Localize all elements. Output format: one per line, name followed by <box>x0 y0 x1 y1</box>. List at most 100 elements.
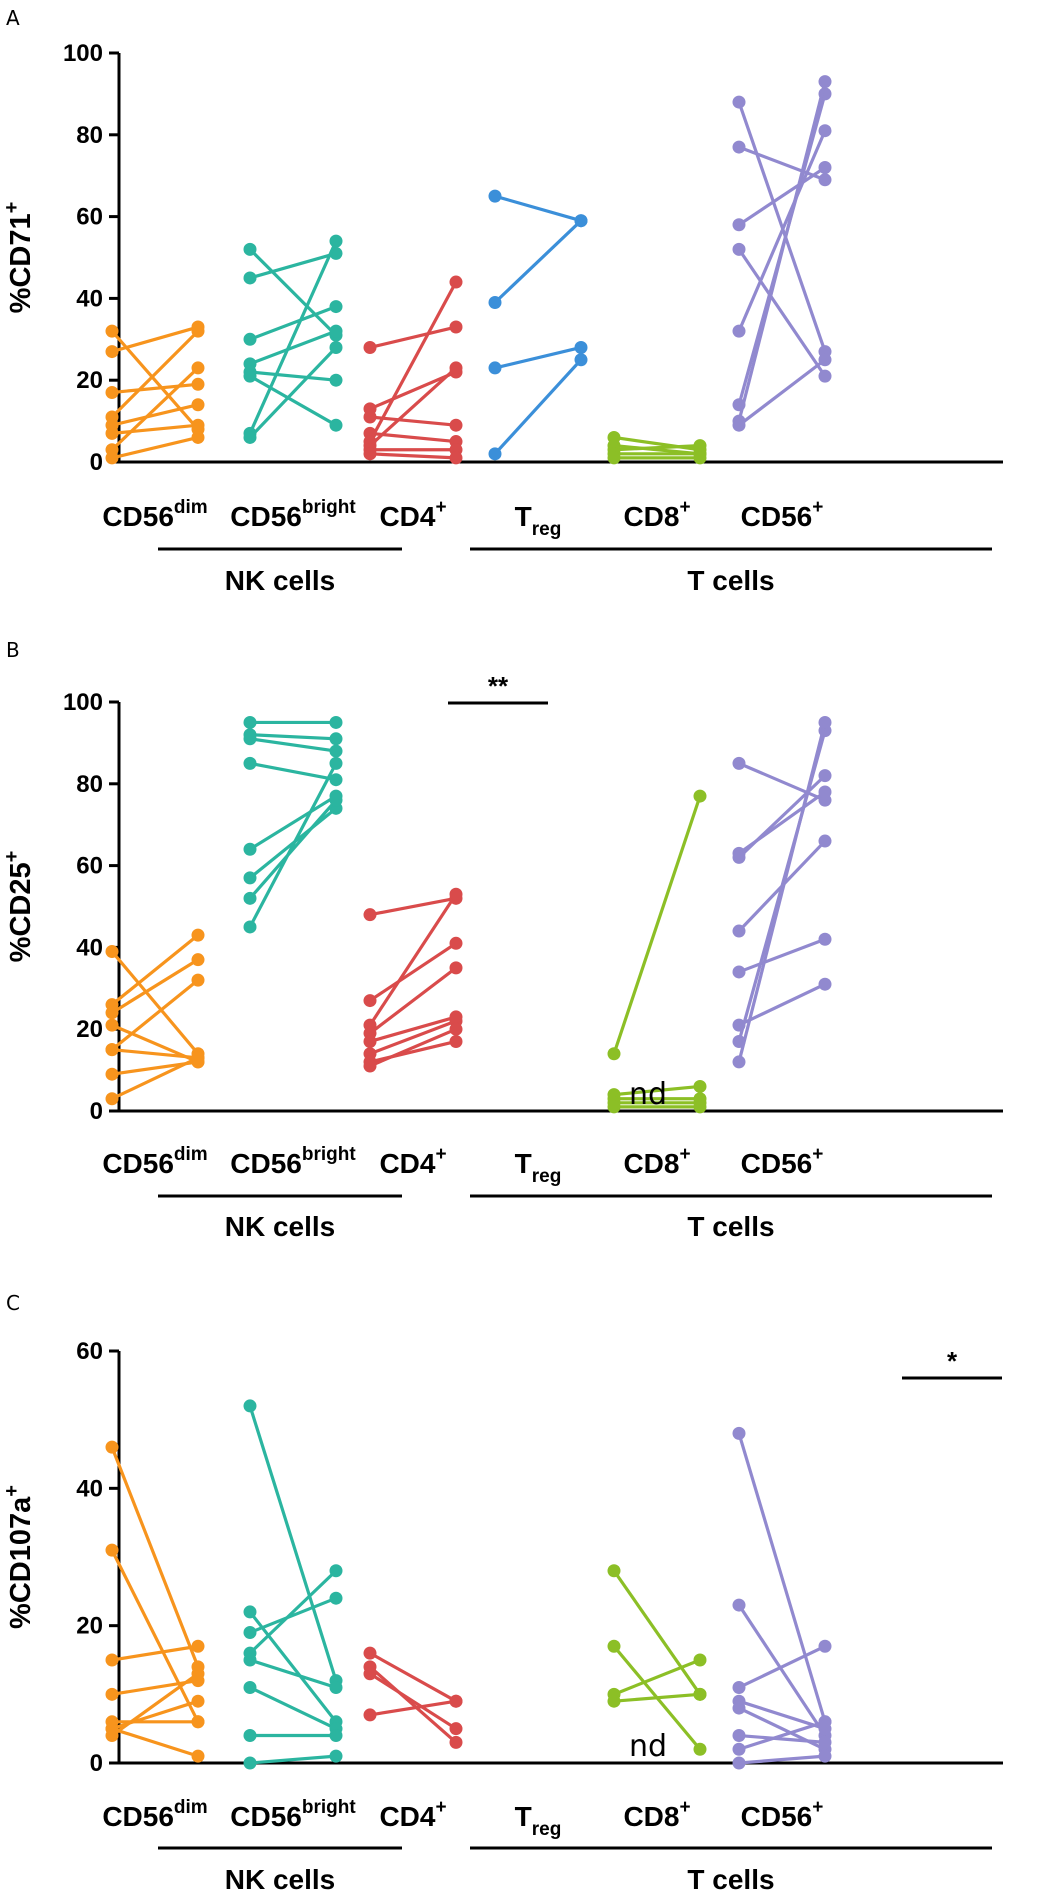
point-after <box>818 1735 832 1749</box>
point-after <box>693 1100 707 1114</box>
pair-line <box>737 81 827 422</box>
point-after <box>574 214 588 228</box>
point-after <box>449 275 463 289</box>
pair-line <box>737 722 827 1063</box>
point-before <box>732 418 746 432</box>
point-after <box>818 834 832 848</box>
point-before <box>243 1653 257 1667</box>
pair-line <box>248 248 338 337</box>
point-before <box>732 1426 746 1440</box>
point-before <box>105 1543 119 1557</box>
pair-line <box>493 219 583 304</box>
point-before <box>607 451 621 465</box>
point-after <box>449 361 463 375</box>
point-after <box>191 324 205 338</box>
pair-line <box>111 1727 199 1758</box>
point-after <box>329 324 343 338</box>
point-before <box>105 1006 119 1020</box>
point-before <box>488 189 502 203</box>
pair-line <box>737 101 827 353</box>
point-before <box>105 426 119 440</box>
point-before <box>243 1626 257 1640</box>
series-CD56dim <box>105 928 205 1106</box>
point-after <box>191 1639 205 1653</box>
point-after <box>449 961 463 975</box>
pair-line <box>111 1672 199 1737</box>
point-after <box>191 928 205 942</box>
point-before <box>363 447 377 461</box>
point-after <box>329 793 343 807</box>
nd-label: nd <box>629 1077 667 1112</box>
pair-line <box>110 329 200 419</box>
point-before <box>105 324 119 338</box>
pair-line <box>612 795 702 1055</box>
pair-line <box>369 325 457 350</box>
point-before <box>105 1722 119 1736</box>
pair-line <box>368 366 458 447</box>
pair-line <box>248 762 338 928</box>
series-CD8 <box>607 1564 707 1756</box>
group-label: T cells <box>687 565 774 596</box>
point-before <box>105 1092 119 1106</box>
point-before <box>243 891 257 905</box>
y-tick-label: 60 <box>76 204 103 231</box>
pair-line <box>738 1699 826 1731</box>
pair-line <box>249 1658 337 1689</box>
point-before <box>105 345 119 359</box>
category-label-Treg: Treg <box>515 1148 562 1187</box>
point-before <box>363 1646 377 1660</box>
y-tick-label: 20 <box>76 367 103 394</box>
y-tick-label: 0 <box>90 1750 103 1777</box>
point-after <box>449 451 463 465</box>
series-CD4 <box>363 887 463 1073</box>
category-label-CD56bright: CD56bright <box>230 497 356 532</box>
pair-line <box>249 1596 337 1635</box>
point-before <box>732 95 746 109</box>
point-before <box>363 1034 377 1048</box>
series-CD56dim <box>105 1440 205 1763</box>
point-after <box>191 430 205 444</box>
pair-line <box>369 896 457 917</box>
point-before <box>732 218 746 232</box>
point-before <box>488 361 502 375</box>
point-after <box>818 785 832 799</box>
category-label-CD56bright: CD56bright <box>230 1797 356 1832</box>
point-before <box>105 1067 119 1081</box>
point-before <box>732 965 746 979</box>
series-CD56bright <box>243 715 343 934</box>
point-after <box>818 715 832 729</box>
point-before <box>243 756 257 770</box>
significance-marker: * <box>947 1346 958 1376</box>
point-after <box>449 1735 463 1749</box>
pair-line <box>110 950 200 1055</box>
point-after <box>329 340 343 354</box>
pair-line <box>249 733 337 741</box>
pair-line <box>249 374 337 427</box>
pair-line <box>737 774 827 859</box>
point-before <box>243 871 257 885</box>
point-after <box>191 418 205 432</box>
point-after <box>329 715 343 729</box>
point-before <box>488 295 502 309</box>
pair-line <box>248 799 338 900</box>
pair-line <box>369 1019 457 1056</box>
point-after <box>693 1742 707 1756</box>
point-before <box>732 1055 746 1069</box>
category-label-CD56T: CD56+ <box>741 497 824 532</box>
pair-line <box>737 1432 827 1723</box>
panel-letter: A <box>6 6 20 30</box>
category-label-CD56bright: CD56bright <box>230 1144 356 1179</box>
series-CD56T <box>732 75 832 432</box>
point-before <box>243 1729 257 1743</box>
pair-line <box>738 937 826 974</box>
point-before <box>607 1100 621 1114</box>
pair-line <box>368 893 458 1026</box>
point-before <box>363 410 377 424</box>
point-before <box>105 1043 119 1057</box>
point-after <box>818 353 832 367</box>
group-label: NK cells <box>225 1211 336 1242</box>
point-before <box>105 385 119 399</box>
point-before <box>732 1701 746 1715</box>
pair-line <box>110 366 200 451</box>
point-before <box>732 924 746 938</box>
